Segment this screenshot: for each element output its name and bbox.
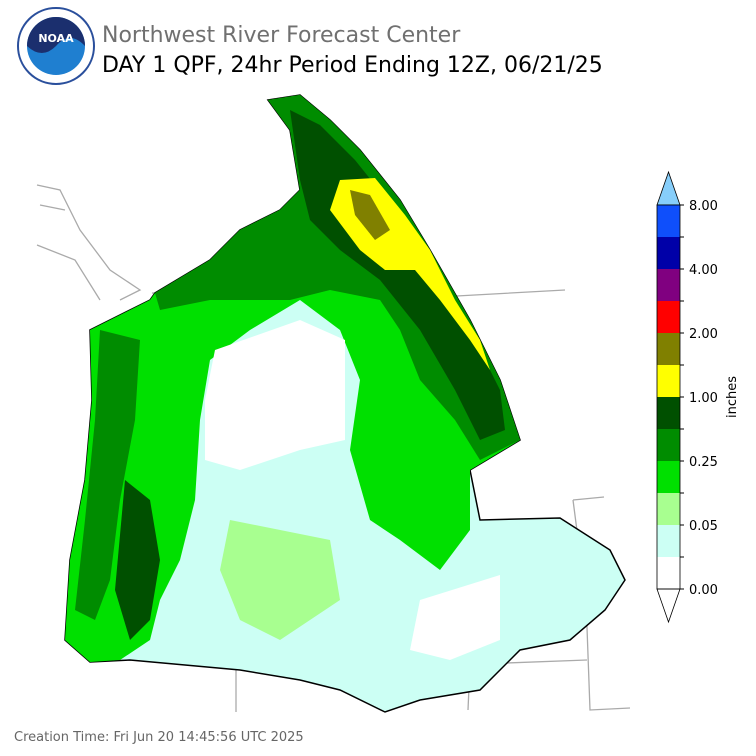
- colorbar-segment: [657, 301, 680, 333]
- colorbar: 8.00 4.00 2.00 1.00 0.25 0.05 0.00: [656, 170, 718, 624]
- noaa-logo: NOAA: [17, 7, 95, 85]
- colorbar-label: inches: [725, 376, 740, 418]
- colorbar-segment: [657, 397, 680, 429]
- colorbar-tick-label: 0.00: [689, 583, 718, 598]
- colorbar-tick-label: 0.05: [689, 519, 718, 534]
- colorbar-tick-label: 1.00: [689, 391, 718, 406]
- colorbar-tick-label: 8.00: [689, 199, 718, 214]
- colorbar-segment: [657, 237, 680, 269]
- colorbar-tick-label: 2.00: [689, 327, 718, 342]
- colorbar-segment: [657, 557, 680, 589]
- colorbar-segment: [657, 205, 680, 237]
- colorbar-tick-label: 4.00: [689, 263, 718, 278]
- colorbar-segment: [657, 525, 680, 557]
- colorbar-segment: [657, 269, 680, 301]
- colorbar-under: [656, 588, 681, 624]
- colorbar-segment: [657, 429, 680, 461]
- precip-field: [64, 94, 626, 713]
- colorbar-segment: [657, 493, 680, 525]
- colorbar-over: [656, 170, 681, 206]
- title: Northwest River Forecast Center: [102, 23, 461, 48]
- colorbar-tick-label: 0.25: [689, 455, 718, 470]
- colorbar-segment: [657, 333, 680, 365]
- svg-text:NOAA: NOAA: [38, 32, 74, 45]
- creation-time: Creation Time: Fri Jun 20 14:45:56 UTC 2…: [14, 730, 304, 745]
- colorbar-segment: [657, 461, 680, 493]
- colorbar-segment: [657, 365, 680, 397]
- subtitle: DAY 1 QPF, 24hr Period Ending 12Z, 06/21…: [102, 53, 603, 78]
